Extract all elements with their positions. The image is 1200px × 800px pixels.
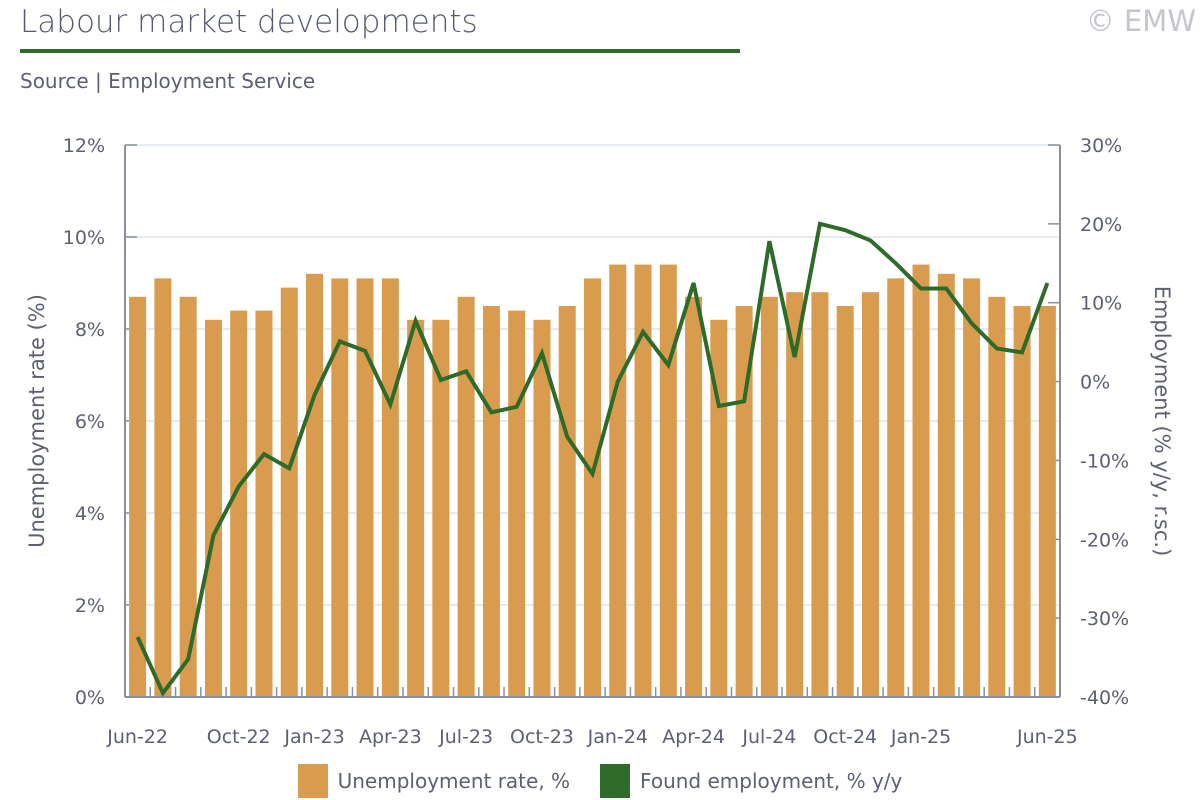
bar-Dec-22 bbox=[280, 287, 298, 697]
legend: Unemployment rate, % Found employment, %… bbox=[0, 764, 1200, 798]
legend-item-found-employment: Found employment, % y/y bbox=[600, 764, 902, 798]
bar-Apr-24 bbox=[685, 296, 703, 697]
left-tick-label: 12% bbox=[63, 135, 105, 157]
bar-Apr-25 bbox=[988, 296, 1006, 697]
right-tick-label: 20% bbox=[1080, 214, 1122, 236]
right-tick-label: 10% bbox=[1080, 293, 1122, 315]
right-tick-label: -10% bbox=[1080, 450, 1129, 472]
x-tick-label: Jan-24 bbox=[587, 726, 648, 748]
bar-Dec-24 bbox=[887, 278, 905, 697]
left-tick-label: 10% bbox=[63, 227, 105, 249]
left-tick-label: 8% bbox=[75, 319, 105, 341]
left-tick-label: 0% bbox=[75, 687, 105, 709]
bar-Jun-23 bbox=[432, 319, 450, 697]
bar-Oct-22 bbox=[230, 310, 248, 697]
bar-Feb-24 bbox=[634, 264, 652, 697]
bar-Nov-24 bbox=[861, 292, 879, 697]
bar-Jan-24 bbox=[609, 264, 627, 697]
bar-Aug-24 bbox=[786, 292, 804, 697]
left-axis-title: Unemployment rate (%) bbox=[25, 294, 49, 548]
left-tick-label: 4% bbox=[75, 503, 105, 525]
bar-Oct-24 bbox=[836, 306, 854, 697]
bar-Mar-23 bbox=[356, 278, 374, 697]
bar-Mar-25 bbox=[963, 278, 981, 697]
bar-Jan-23 bbox=[306, 273, 324, 697]
bar-Aug-23 bbox=[482, 306, 500, 697]
x-tick-label: Jul-23 bbox=[438, 726, 493, 748]
x-tick-label: Jul-24 bbox=[741, 726, 796, 748]
right-tick-label: 30% bbox=[1080, 135, 1122, 157]
x-tick-label: Jun-22 bbox=[106, 726, 168, 748]
right-axis-title: Employment (% y/y, r.sc.) bbox=[1150, 286, 1174, 557]
bar-Jul-24 bbox=[760, 296, 778, 697]
bar-Mar-24 bbox=[659, 264, 677, 697]
bar-May-24 bbox=[710, 319, 728, 697]
bar-May-23 bbox=[407, 319, 425, 697]
x-tick-label: Oct-23 bbox=[510, 726, 574, 748]
legend-swatch-line bbox=[600, 764, 631, 798]
bar-Jun-22 bbox=[129, 296, 147, 697]
source-note: Source | Employment Service bbox=[20, 69, 316, 93]
bar-Jul-23 bbox=[457, 296, 475, 697]
legend-label: Found employment, % y/y bbox=[640, 769, 903, 793]
bar-Aug-22 bbox=[179, 296, 197, 697]
chart-title: Labour market developments bbox=[20, 4, 478, 40]
bar-Feb-25 bbox=[937, 273, 955, 697]
bar-Feb-23 bbox=[331, 278, 349, 697]
bar-Jun-25 bbox=[1038, 306, 1056, 697]
bar-Nov-22 bbox=[255, 310, 273, 697]
right-tick-label: -40% bbox=[1080, 687, 1129, 709]
bar-Sep-24 bbox=[811, 292, 829, 697]
title-underline bbox=[20, 49, 740, 53]
right-tick-label: -20% bbox=[1080, 529, 1129, 551]
bar-Jul-22 bbox=[154, 278, 172, 697]
bar-Sep-23 bbox=[508, 310, 526, 697]
right-tick-label: -30% bbox=[1080, 608, 1129, 630]
bar-Jan-25 bbox=[912, 264, 930, 697]
x-tick-label: Apr-24 bbox=[662, 726, 725, 748]
legend-item-unemployment: Unemployment rate, % bbox=[297, 764, 571, 798]
bar-Dec-23 bbox=[584, 278, 601, 697]
bar-Sep-22 bbox=[204, 319, 222, 697]
x-tick-label: Jun-25 bbox=[1016, 726, 1078, 748]
x-tick-label: Oct-24 bbox=[813, 726, 877, 748]
copyright-mark: © EMW bbox=[1085, 4, 1196, 38]
x-tick-label: Apr-23 bbox=[359, 726, 422, 748]
legend-label: Unemployment rate, % bbox=[337, 769, 571, 793]
bar-Oct-23 bbox=[533, 319, 551, 697]
left-tick-label: 6% bbox=[75, 411, 105, 433]
x-tick-label: Jan-23 bbox=[283, 726, 344, 748]
legend-swatch-bar bbox=[297, 764, 328, 798]
bar-Nov-23 bbox=[558, 306, 576, 697]
x-tick-label: Oct-22 bbox=[207, 726, 271, 748]
left-tick-label: 2% bbox=[75, 595, 105, 617]
bar-May-25 bbox=[1013, 306, 1031, 697]
right-tick-label: 0% bbox=[1080, 372, 1110, 394]
x-tick-label: Jan-25 bbox=[890, 726, 951, 748]
bar-Apr-23 bbox=[381, 278, 399, 697]
